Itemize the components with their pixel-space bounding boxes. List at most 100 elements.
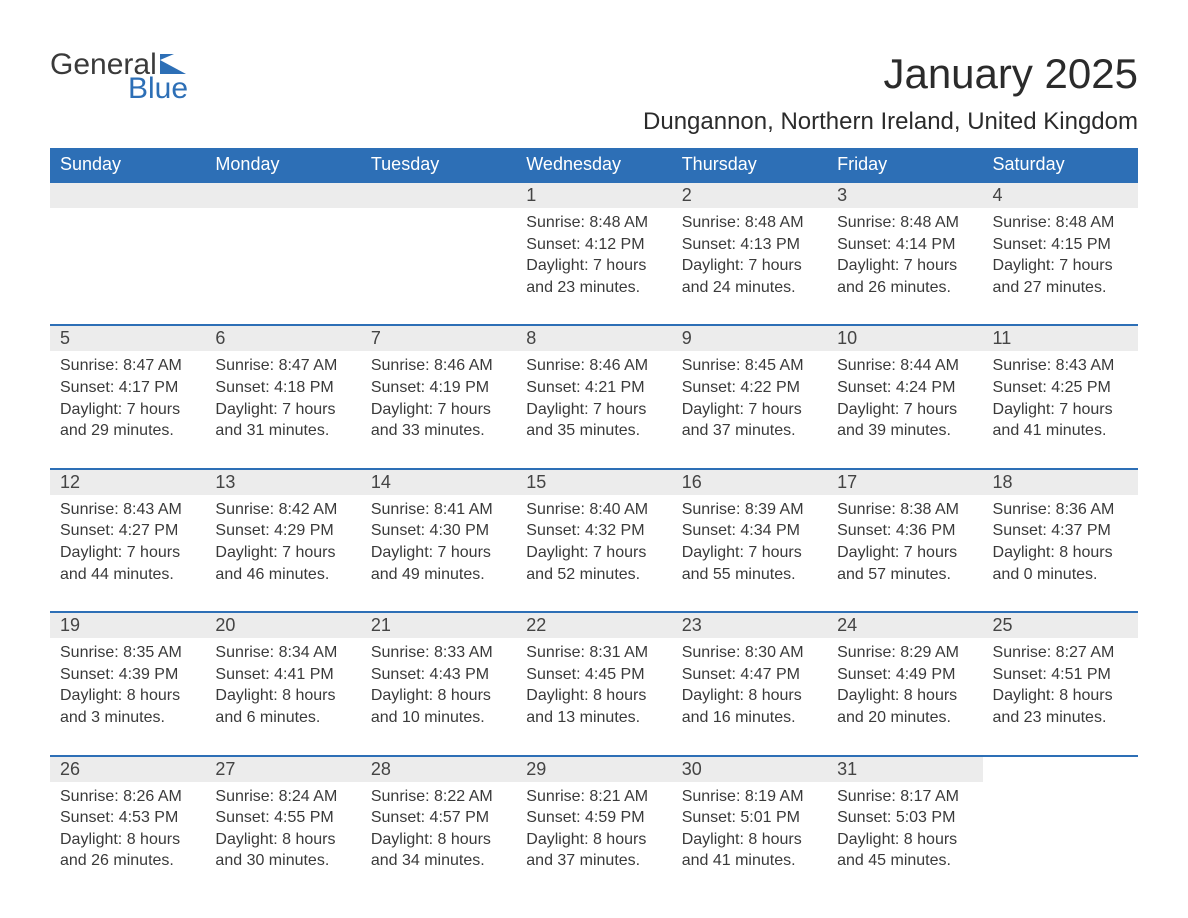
day-details-cell: Sunrise: 8:35 AMSunset: 4:39 PMDaylight:… bbox=[50, 638, 205, 755]
day-sunset: Sunset: 4:32 PM bbox=[526, 520, 661, 542]
day-sunset: Sunset: 4:21 PM bbox=[526, 377, 661, 399]
day-number-cell: 13 bbox=[205, 469, 360, 495]
day-details-cell: Sunrise: 8:33 AMSunset: 4:43 PMDaylight:… bbox=[361, 638, 516, 755]
weekday-header: Monday bbox=[205, 148, 360, 182]
day-sunset: Sunset: 4:30 PM bbox=[371, 520, 506, 542]
daynum-row: 567891011 bbox=[50, 325, 1138, 351]
day-dl2: and 3 minutes. bbox=[60, 707, 195, 729]
day-dl1: Daylight: 8 hours bbox=[60, 685, 195, 707]
day-sunrise: Sunrise: 8:34 AM bbox=[215, 642, 350, 664]
day-details-cell: Sunrise: 8:45 AMSunset: 4:22 PMDaylight:… bbox=[672, 351, 827, 468]
day-sunrise: Sunrise: 8:24 AM bbox=[215, 786, 350, 808]
day-dl2: and 16 minutes. bbox=[682, 707, 817, 729]
weekday-header: Friday bbox=[827, 148, 982, 182]
day-dl2: and 10 minutes. bbox=[371, 707, 506, 729]
day-sunrise: Sunrise: 8:19 AM bbox=[682, 786, 817, 808]
day-number-cell: 29 bbox=[516, 756, 671, 782]
day-dl1: Daylight: 7 hours bbox=[526, 255, 661, 277]
day-number-cell: 15 bbox=[516, 469, 671, 495]
day-dl1: Daylight: 7 hours bbox=[682, 542, 817, 564]
day-sunrise: Sunrise: 8:39 AM bbox=[682, 499, 817, 521]
day-dl1: Daylight: 7 hours bbox=[837, 542, 972, 564]
day-details-cell: Sunrise: 8:27 AMSunset: 4:51 PMDaylight:… bbox=[983, 638, 1138, 755]
details-row: Sunrise: 8:47 AMSunset: 4:17 PM Daylight:… bbox=[50, 351, 1138, 468]
day-dl1: Daylight: 7 hours bbox=[215, 399, 350, 421]
day-details-cell: Sunrise: 8:48 AMSunset: 4:12 PMDaylight:… bbox=[516, 208, 671, 325]
day-number-cell: 16 bbox=[672, 469, 827, 495]
day-dl2: and 52 minutes. bbox=[526, 564, 661, 586]
day-number-cell: 3 bbox=[827, 182, 982, 208]
day-sunset: Sunset: 4:41 PM bbox=[215, 664, 350, 686]
day-dl1: Daylight: 8 hours bbox=[682, 685, 817, 707]
day-dl2: and 34 minutes. bbox=[371, 850, 506, 872]
day-dl1: Daylight: 7 hours bbox=[993, 255, 1128, 277]
day-dl2: and 41 minutes. bbox=[993, 420, 1128, 442]
day-sunset: Sunset: 4:12 PM bbox=[526, 234, 661, 256]
day-dl1: Daylight: 8 hours bbox=[837, 685, 972, 707]
day-number-cell: 24 bbox=[827, 612, 982, 638]
day-details-cell: Sunrise: 8:46 AMSunset: 4:19 PMDaylight:… bbox=[361, 351, 516, 468]
day-dl1: Daylight: 7 hours bbox=[837, 399, 972, 421]
day-number-cell: 10 bbox=[827, 325, 982, 351]
day-number-cell: 6 bbox=[205, 325, 360, 351]
day-sunrise: Sunrise: 8:48 AM bbox=[526, 212, 661, 234]
day-dl1: Daylight: 7 hours bbox=[682, 399, 817, 421]
day-dl1: Daylight: 8 hours bbox=[526, 685, 661, 707]
day-sunset: Sunset: 4:18 PM bbox=[215, 377, 350, 399]
day-details-cell: Sunrise: 8:47 AMSunset: 4:18 PMDaylight:… bbox=[205, 351, 360, 468]
day-dl1: Daylight: 7 hours bbox=[526, 399, 661, 421]
day-dl2: and 37 minutes. bbox=[682, 420, 817, 442]
day-dl1: Daylight: 7 hours bbox=[215, 542, 350, 564]
day-dl1: Daylight: 8 hours bbox=[371, 829, 506, 851]
day-number-cell: 4 bbox=[983, 182, 1138, 208]
day-number-cell: 18 bbox=[983, 469, 1138, 495]
day-sunset: Sunset: 4:24 PM bbox=[837, 377, 972, 399]
day-sunset: Sunset: 4:22 PM bbox=[682, 377, 817, 399]
day-details-cell: Sunrise: 8:47 AMSunset: 4:17 PMDaylight:… bbox=[50, 351, 205, 468]
day-number-cell: 14 bbox=[361, 469, 516, 495]
day-sunrise: Sunrise: 8:46 AM bbox=[526, 355, 661, 377]
day-sunrise: Sunrise: 8:40 AM bbox=[526, 499, 661, 521]
day-number-cell: 12 bbox=[50, 469, 205, 495]
day-sunrise: Sunrise: 8:46 AM bbox=[371, 355, 506, 377]
day-sunset: Sunset: 4:27 PM bbox=[60, 520, 195, 542]
day-sunset: Sunset: 4:55 PM bbox=[215, 807, 350, 829]
day-sunrise: Sunrise: 8:48 AM bbox=[682, 212, 817, 234]
day-sunset: Sunset: 4:25 PM bbox=[993, 377, 1128, 399]
daynum-row: 12131415161718 bbox=[50, 469, 1138, 495]
day-dl1: Daylight: 8 hours bbox=[215, 685, 350, 707]
daynum-row: 262728293031 bbox=[50, 756, 1138, 782]
day-number-cell: 8 bbox=[516, 325, 671, 351]
day-sunset: Sunset: 4:47 PM bbox=[682, 664, 817, 686]
day-dl2: and 24 minutes. bbox=[682, 277, 817, 299]
day-dl2: and 49 minutes. bbox=[371, 564, 506, 586]
day-details-cell: Sunrise: 8:43 AMSunset: 4:27 PMDaylight:… bbox=[50, 495, 205, 612]
day-number-cell: 1 bbox=[516, 182, 671, 208]
page-title: January 2025 bbox=[643, 50, 1138, 98]
day-number-cell bbox=[50, 182, 205, 208]
day-sunset: Sunset: 4:17 PM bbox=[60, 377, 195, 399]
day-details-cell: Sunrise: 8:43 AMSunset: 4:25 PMDaylight:… bbox=[983, 351, 1138, 468]
day-details-cell: Sunrise: 8:48 AMSunset: 4:15 PMDaylight:… bbox=[983, 208, 1138, 325]
day-dl2: and 23 minutes. bbox=[993, 707, 1128, 729]
day-dl2: and 45 minutes. bbox=[837, 850, 972, 872]
day-sunrise: Sunrise: 8:26 AM bbox=[60, 786, 195, 808]
day-details-cell: Sunrise: 8:38 AMSunset: 4:36 PMDaylight:… bbox=[827, 495, 982, 612]
weekday-header-row: Sunday Monday Tuesday Wednesday Thursday… bbox=[50, 148, 1138, 182]
day-number-cell: 11 bbox=[983, 325, 1138, 351]
day-sunset: Sunset: 4:49 PM bbox=[837, 664, 972, 686]
day-sunrise: Sunrise: 8:48 AM bbox=[993, 212, 1128, 234]
day-details-cell: Sunrise: 8:36 AMSunset: 4:37 PMDaylight:… bbox=[983, 495, 1138, 612]
day-number-cell: 17 bbox=[827, 469, 982, 495]
day-dl1: Daylight: 7 hours bbox=[682, 255, 817, 277]
day-details-cell: Sunrise: 8:19 AMSunset: 5:01 PMDaylight:… bbox=[672, 782, 827, 898]
day-sunrise: Sunrise: 8:48 AM bbox=[837, 212, 972, 234]
day-details-cell: Sunrise: 8:30 AMSunset: 4:47 PMDaylight:… bbox=[672, 638, 827, 755]
day-details-cell bbox=[50, 208, 205, 325]
day-dl2: and 39 minutes. bbox=[837, 420, 972, 442]
day-number-cell: 25 bbox=[983, 612, 1138, 638]
day-sunrise: Sunrise: 8:47 AM bbox=[60, 355, 195, 377]
day-number-cell: 26 bbox=[50, 756, 205, 782]
day-details-cell: Sunrise: 8:34 AMSunset: 4:41 PMDaylight:… bbox=[205, 638, 360, 755]
day-sunrise: Sunrise: 8:42 AM bbox=[215, 499, 350, 521]
